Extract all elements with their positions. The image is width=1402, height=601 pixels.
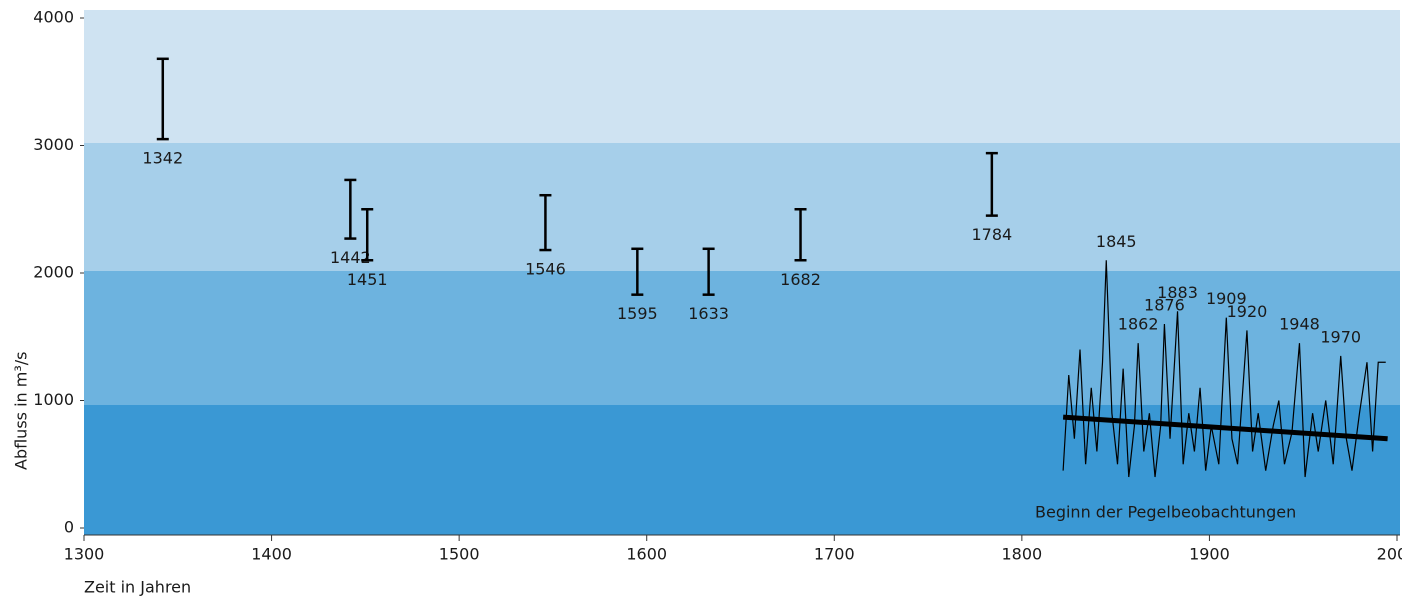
peak-label: 1920	[1227, 302, 1268, 321]
x-tick-label: 1800	[1001, 545, 1042, 564]
background-band	[84, 143, 1400, 271]
peak-label: 1862	[1118, 315, 1159, 334]
y-tick-label: 2000	[33, 263, 74, 282]
flood-year-label: 1451	[347, 270, 388, 289]
peak-label: 1909	[1206, 289, 1247, 308]
flood-year-label: 1442	[330, 248, 371, 267]
y-tick-label: 1000	[33, 390, 74, 409]
flood-year-label: 1682	[780, 270, 821, 289]
peak-label: 1948	[1279, 315, 1320, 334]
y-tick-label: 4000	[33, 8, 74, 27]
flood-year-label: 1784	[971, 225, 1012, 244]
x-tick-label: 1900	[1189, 545, 1230, 564]
trend-line	[1062, 414, 1388, 442]
y-axis-label: Abfluss in m³/s	[12, 352, 31, 470]
peak-label: 1876	[1144, 296, 1185, 315]
peak-label: 1970	[1320, 327, 1361, 346]
x-tick-label: 1500	[439, 545, 480, 564]
annotation: Beginn der Pegelbeobachtungen	[1035, 503, 1296, 522]
gauge-line	[1062, 260, 1386, 478]
background-band	[84, 271, 1400, 405]
peak-label: 1883	[1157, 283, 1198, 302]
flood-year-label: 1633	[688, 304, 729, 323]
background-band	[84, 10, 1400, 143]
flood-year-label: 1546	[525, 260, 566, 279]
y-tick-label: 3000	[33, 135, 74, 154]
x-tick-label: 1400	[251, 545, 292, 564]
x-tick-label: 1600	[626, 545, 667, 564]
x-tick-label: 2000	[1377, 545, 1402, 564]
peak-label: 1845	[1096, 232, 1137, 251]
flood-year-label: 1342	[142, 149, 183, 168]
x-tick-label: 1700	[814, 545, 855, 564]
flood-year-label: 1595	[617, 304, 658, 323]
x-tick-label: 1300	[64, 545, 105, 564]
y-tick-label: 0	[64, 518, 74, 537]
x-axis-label: Zeit in Jahren	[84, 578, 191, 597]
